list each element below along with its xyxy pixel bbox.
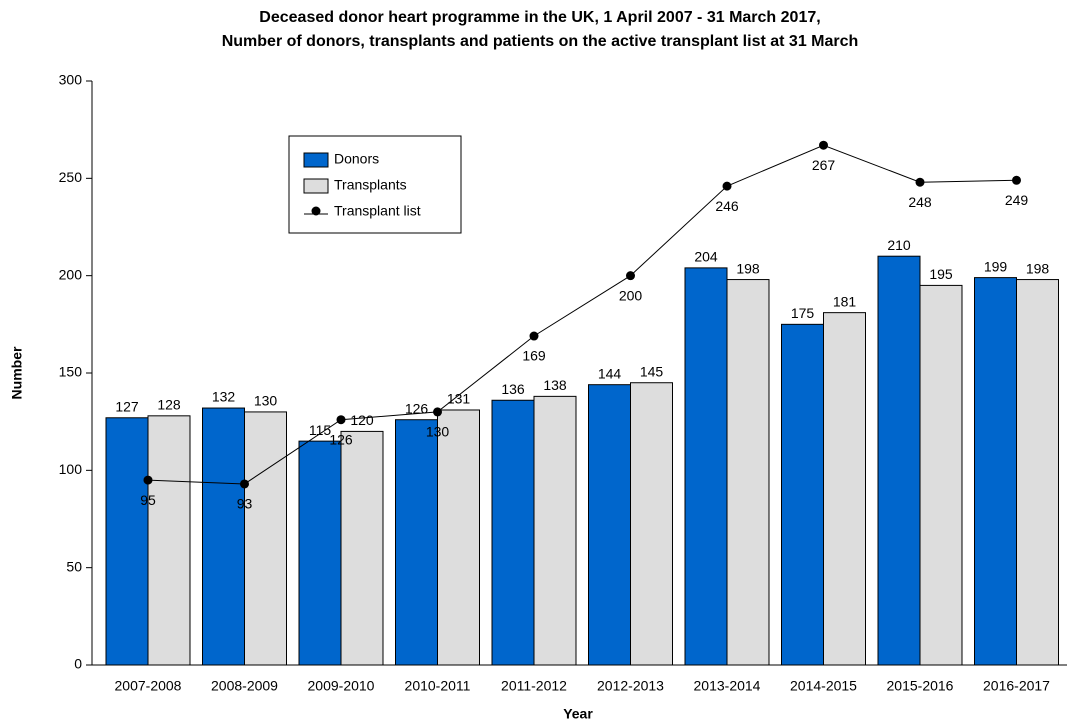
bar-value-label: 198 [1026,260,1050,276]
bar-value-label: 210 [887,237,911,253]
legend-swatch [311,206,321,216]
line-point [143,475,153,485]
y-tick-label: 300 [59,72,83,88]
line-value-label: 93 [237,496,253,512]
bar [630,382,673,666]
y-tick-label: 50 [66,558,82,574]
x-tick-label: 2014-2015 [790,678,857,694]
bar-value-label: 127 [115,398,139,414]
line-value-label: 248 [908,194,932,210]
line-point [1012,175,1021,185]
legend-swatch [303,178,329,194]
line-value-label: 246 [715,198,739,214]
bar [340,430,384,666]
x-tick-label: 2009-2010 [308,678,375,694]
bar-value-label: 131 [447,391,471,407]
bar [781,323,824,666]
legend-label: Transplants [334,177,407,193]
line-point [819,140,828,150]
bar-value-label: 132 [212,389,236,405]
bar [919,284,963,666]
line-value-label: 267 [812,157,836,173]
bar [395,419,438,666]
bar-value-label: 138 [543,377,567,393]
bar-value-label: 144 [598,365,622,381]
y-tick-label: 100 [59,461,83,477]
line-point [240,479,249,489]
x-tick-label: 2015-2016 [887,678,954,694]
bar [105,417,149,666]
x-axis-label: Year [563,706,593,722]
line-value-label: 169 [522,348,546,364]
bar [437,409,480,666]
x-tick-label: 2013-2014 [694,678,761,694]
chart-title: Deceased donor heart programme in the UK… [259,9,820,26]
legend-label: Transplant list [334,203,421,219]
bar [244,411,287,666]
line-value-label: 200 [619,287,643,303]
line-point [336,415,346,425]
bar [726,279,770,666]
bar-value-label: 195 [929,266,953,282]
line-value-label: 95 [140,492,156,508]
chart-title: Number of donors, transplants and patien… [222,33,859,50]
bar-value-label: 198 [736,260,760,276]
x-tick-label: 2012-2013 [597,678,664,694]
line-point [626,271,635,281]
x-tick-label: 2016-2017 [983,678,1050,694]
x-tick-label: 2011-2012 [501,678,567,694]
bar-value-label: 128 [157,397,181,413]
line-value-label: 126 [329,431,353,447]
bar-value-label: 145 [640,363,664,379]
y-tick-label: 150 [59,364,83,380]
line-point [722,181,732,191]
y-tick-label: 250 [59,169,83,185]
bar [147,415,191,666]
legend-label: Donors [334,151,379,167]
x-tick-label: 2010-2011 [405,678,471,694]
line-point [433,407,442,417]
line-value-label: 130 [426,424,450,440]
line [147,144,1017,485]
bar-value-label: 120 [350,412,374,428]
line-value-label: 249 [1005,192,1029,208]
bar [588,384,631,666]
x-tick-label: 2007-2008 [115,678,182,694]
bar [974,277,1017,666]
bar [684,267,728,666]
bar-value-label: 136 [501,381,525,397]
line-point [529,331,539,341]
bar [491,399,535,666]
y-axis-label: Number [9,346,25,399]
bar-value-label: 204 [694,249,718,265]
y-tick-label: 200 [59,266,83,282]
bar [298,440,342,666]
bar-value-label: 199 [984,258,1008,274]
bar [823,312,866,666]
bar [533,395,577,666]
bar-value-label: 126 [405,400,429,416]
bar [1016,279,1059,666]
legend-swatch [303,152,329,168]
x-tick-label: 2008-2009 [211,678,278,694]
bar [202,407,245,666]
bar [877,255,921,666]
line-point [915,177,925,187]
bar-value-label: 175 [791,305,815,321]
bar-value-label: 115 [309,422,332,438]
y-tick-label: 0 [74,656,82,672]
bar-value-label: 130 [254,393,278,409]
bar-value-label: 181 [833,293,857,309]
